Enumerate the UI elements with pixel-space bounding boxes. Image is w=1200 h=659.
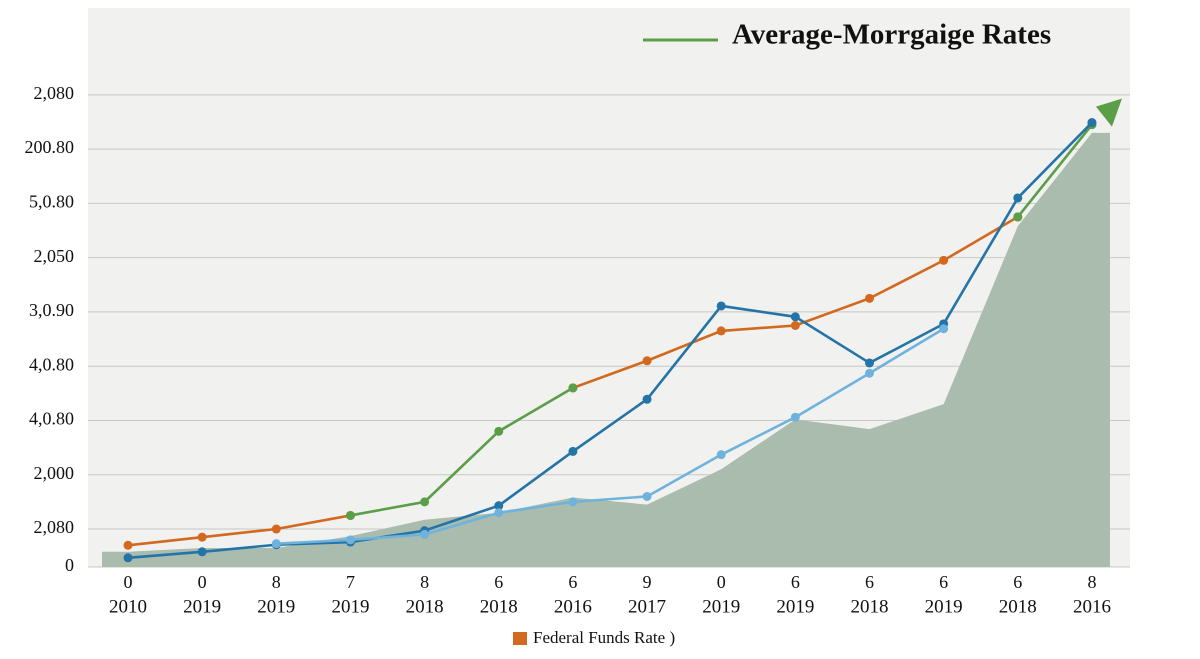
x-tick-label: 2016 — [1073, 596, 1111, 617]
data-point — [790, 320, 800, 330]
x-tick-sublabel: 0 — [124, 572, 133, 592]
y-tick-label: 4,0.80 — [29, 354, 74, 374]
x-tick-sublabel: 8 — [420, 572, 429, 592]
data-point — [420, 497, 430, 507]
data-point — [271, 539, 281, 549]
data-point — [197, 547, 207, 557]
x-tick-label: 2019 — [776, 596, 814, 617]
data-point — [568, 497, 578, 507]
data-point — [939, 324, 949, 334]
x-tick-sublabel: 6 — [791, 572, 800, 592]
x-tick-label: 2019 — [183, 596, 221, 617]
x-tick-label: 2010 — [109, 596, 147, 617]
x-tick-sublabel: 0 — [198, 572, 207, 592]
y-tick-label: 3,0.90 — [29, 300, 74, 320]
y-tick-label: 2,080 — [34, 517, 75, 537]
x-tick-sublabel: 6 — [568, 572, 577, 592]
x-tick-label: 2018 — [480, 596, 518, 617]
x-tick-sublabel: 6 — [494, 572, 503, 592]
x-tick-label: 2019 — [331, 596, 369, 617]
x-tick-label: 2019 — [257, 596, 295, 617]
x-tick-label: 2017 — [628, 596, 666, 617]
data-point — [197, 532, 207, 542]
data-point — [345, 510, 355, 520]
data-point — [1013, 212, 1023, 222]
data-point — [568, 446, 578, 456]
y-tick-label: 2,050 — [34, 246, 75, 266]
data-point — [271, 524, 281, 534]
data-point — [716, 326, 726, 336]
y-tick-label: 2,000 — [34, 463, 75, 483]
x-tick-sublabel: 9 — [643, 572, 652, 592]
x-tick-sublabel: 6 — [865, 572, 874, 592]
data-point — [345, 535, 355, 545]
data-point — [865, 293, 874, 303]
data-point — [865, 358, 874, 368]
x-tick-label: 2018 — [851, 596, 889, 617]
data-point — [939, 255, 949, 265]
data-point — [494, 501, 504, 511]
x-tick-label: 2016 — [554, 596, 592, 617]
data-point — [642, 394, 652, 404]
series-line — [350, 123, 1093, 517]
data-point — [790, 412, 800, 422]
arrow-head — [1095, 98, 1122, 127]
data-point — [716, 301, 726, 311]
x-tick-sublabel: 8 — [272, 572, 281, 592]
x-tick-label: 2019 — [925, 596, 963, 617]
data-point — [568, 383, 578, 393]
data-point — [790, 312, 800, 322]
x-tick-label: 2019 — [702, 596, 740, 617]
data-point — [642, 491, 652, 501]
data-point — [1013, 193, 1023, 203]
x-tick-label: 2018 — [999, 596, 1037, 617]
y-tick-label: 5,0.80 — [29, 192, 74, 212]
data-point — [494, 426, 504, 436]
legend-swatch — [513, 632, 527, 645]
data-point — [420, 529, 430, 539]
x-tick-sublabel: 6 — [939, 572, 948, 592]
y-tick-label: 2,080 — [34, 83, 75, 103]
plot-layer — [102, 98, 1122, 567]
data-point — [716, 450, 726, 460]
x-tick-label: 2018 — [406, 596, 444, 617]
legend-label: Federal Funds Rate ) — [533, 628, 675, 647]
chart-title: Average-Morrgaige Rates — [732, 19, 1051, 51]
data-point — [123, 553, 133, 563]
data-point — [865, 368, 874, 378]
x-tick-sublabel: 8 — [1087, 572, 1096, 592]
x-tick-sublabel: 7 — [346, 572, 355, 592]
data-point — [642, 356, 652, 366]
x-tick-sublabel: 6 — [1013, 572, 1022, 592]
x-tick-sublabel: 0 — [717, 572, 726, 592]
y-tick-label: 4,0.80 — [29, 409, 74, 429]
y-tick-label: 200.80 — [25, 137, 75, 157]
data-point — [494, 508, 504, 518]
data-point — [1087, 118, 1097, 128]
area — [102, 132, 1110, 567]
data-point — [123, 540, 133, 550]
series-line — [276, 327, 945, 545]
y-tick-label: 0 — [65, 555, 74, 575]
